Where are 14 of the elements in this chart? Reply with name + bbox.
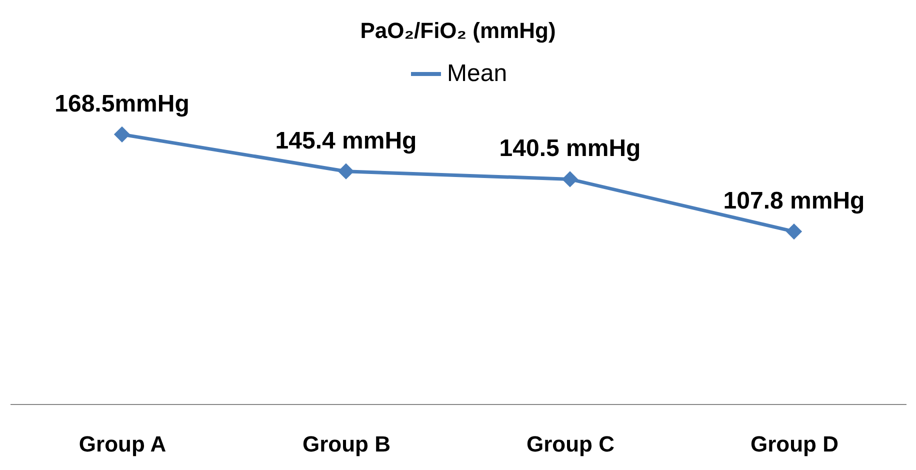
data-label: 140.5 mmHg xyxy=(499,135,641,162)
data-label: 107.8 mmHg xyxy=(723,188,865,215)
chart-title: PaO₂/FiO₂ (mmHg) xyxy=(360,18,556,43)
legend-label: Mean xyxy=(447,60,508,87)
data-label: 145.4 mmHg xyxy=(275,127,417,154)
data-label: 168.5mmHg xyxy=(54,90,190,118)
x-tick-label: Group A xyxy=(78,432,166,456)
point xyxy=(114,126,130,142)
point xyxy=(338,163,354,180)
x-tick-label: Group C xyxy=(526,432,615,456)
point xyxy=(786,223,802,240)
x-tick-label: Group B xyxy=(302,432,390,456)
point xyxy=(562,171,578,188)
x-tick-label: Group D xyxy=(750,432,838,456)
